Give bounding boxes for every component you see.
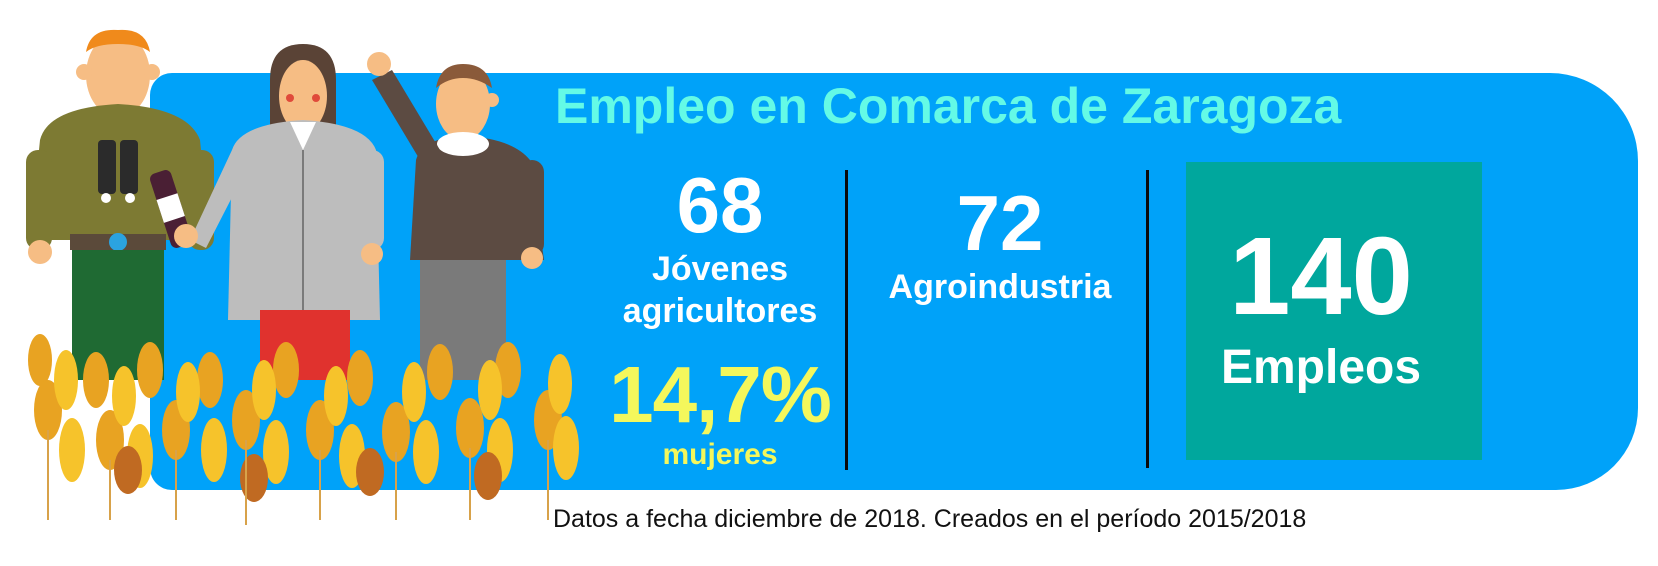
stat-mujeres-label: mujeres bbox=[662, 438, 778, 471]
stat-total-value: 140 bbox=[1229, 215, 1413, 338]
footnote: Datos a fecha diciembre de 2018. Creados… bbox=[553, 505, 1307, 533]
stat-total-label: Empleos bbox=[1220, 341, 1422, 394]
wheat-field-icon bbox=[28, 334, 579, 525]
stat-jovenes-value: 68 bbox=[676, 161, 764, 249]
total-box bbox=[1186, 162, 1482, 460]
woman-wine-bottle-icon bbox=[150, 44, 384, 380]
man-waving-icon bbox=[367, 52, 544, 380]
stat-jovenes-label-2: agricultores bbox=[622, 292, 818, 330]
stat-mujeres-value: 14,7% bbox=[609, 350, 832, 439]
farmer-binoculars-icon bbox=[26, 29, 214, 380]
stat-jovenes: 68 Jóvenes agricultores bbox=[595, 164, 845, 332]
stat-agroindustria: 72 Agroindustria bbox=[865, 182, 1135, 308]
stat-total: 140 Empleos bbox=[1186, 222, 1456, 396]
stat-agroindustria-value: 72 bbox=[956, 179, 1044, 267]
people-wheat-illustration bbox=[26, 29, 579, 525]
page-title: Empleo en Comarca de Zaragoza bbox=[555, 78, 1342, 134]
stat-mujeres: 14,7% mujeres bbox=[585, 352, 855, 472]
stat-jovenes-label-1: Jóvenes bbox=[651, 250, 789, 288]
divider-1 bbox=[845, 170, 848, 470]
stat-agroindustria-label: Agroindustria bbox=[888, 268, 1112, 306]
divider-2 bbox=[1146, 170, 1149, 468]
